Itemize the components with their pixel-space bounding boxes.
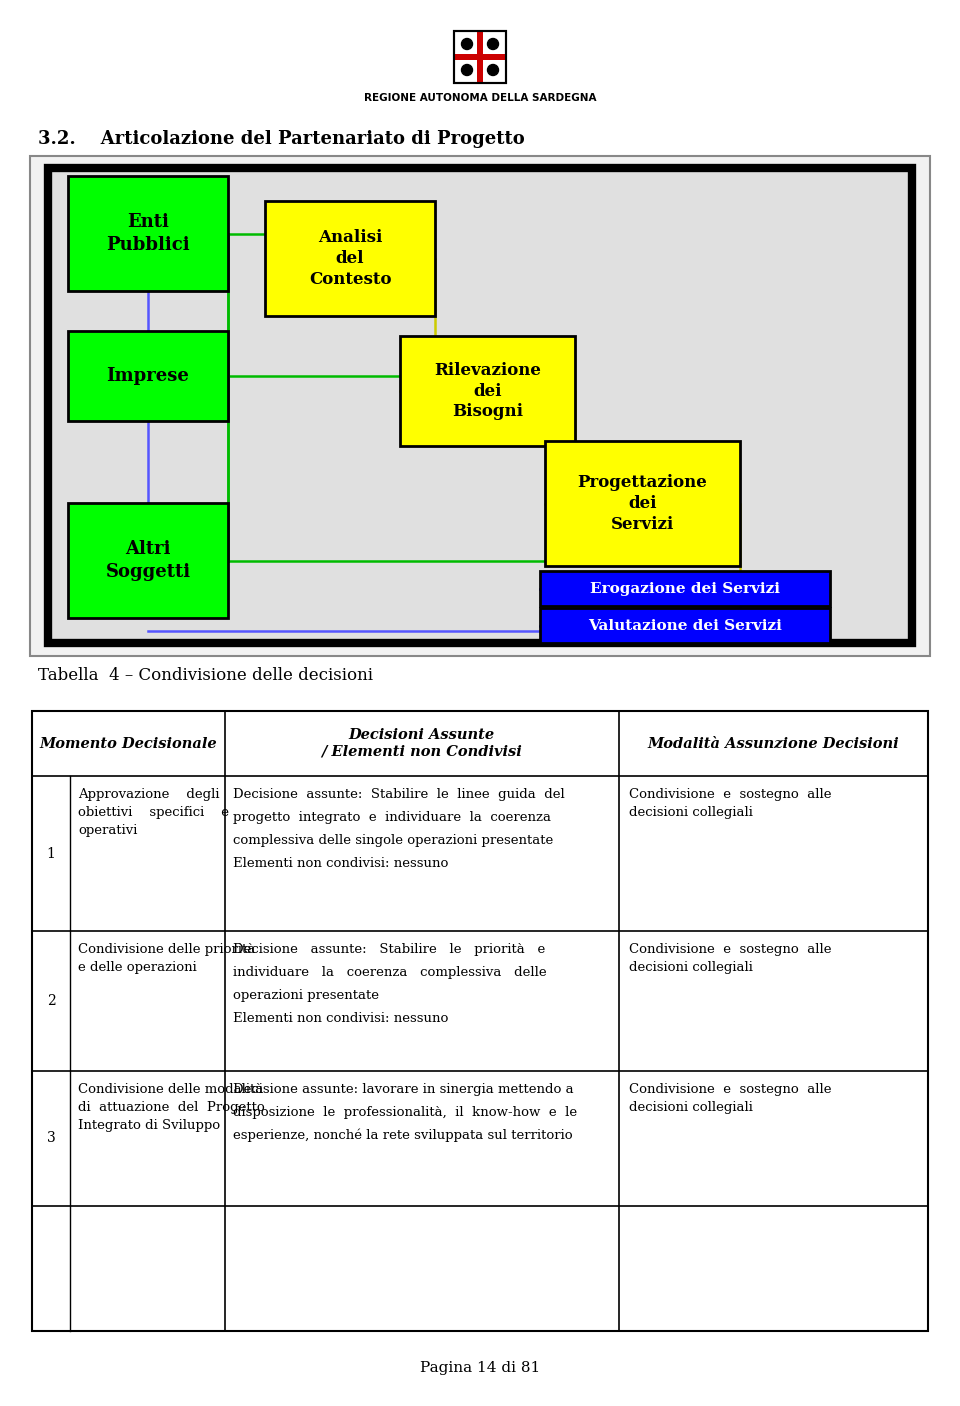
Bar — [30, 156, 930, 657]
Text: Condivisione  e  sostegno  alle: Condivisione e sostegno alle — [629, 943, 831, 956]
Bar — [540, 607, 830, 643]
Text: Modalità Assunzione Decisioni: Modalità Assunzione Decisioni — [648, 737, 900, 751]
Text: Condivisione  e  sostegno  alle: Condivisione e sostegno alle — [629, 787, 831, 801]
Text: Altri
Soggetti: Altri Soggetti — [106, 540, 191, 581]
Text: disposizione  le  professionalità,  il  know-how  e  le: disposizione le professionalità, il know… — [232, 1107, 577, 1119]
Text: Condivisione delle priorità
e delle operazioni: Condivisione delle priorità e delle oper… — [78, 943, 255, 974]
Bar — [540, 571, 830, 606]
Text: Momento Decisionale: Momento Decisionale — [39, 737, 217, 751]
Text: complessiva delle singole operazioni presentate: complessiva delle singole operazioni pre… — [232, 834, 553, 846]
Text: REGIONE AUTONOMA DELLA SARDEGNA: REGIONE AUTONOMA DELLA SARDEGNA — [364, 93, 596, 103]
Text: 2: 2 — [47, 994, 56, 1008]
Text: Decisione  assunte:  Stabilire  le  linee  guida  del: Decisione assunte: Stabilire le linee gu… — [232, 787, 564, 801]
Text: Approvazione    degli
obiettivi    specifici    e
operativi: Approvazione degli obiettivi specifici e… — [78, 787, 229, 837]
Bar — [400, 336, 575, 446]
Text: Decisione   assunte:   Stabilire   le   priorità   e: Decisione assunte: Stabilire le priorità… — [232, 943, 545, 956]
Text: Enti
Pubblici: Enti Pubblici — [107, 214, 190, 253]
Text: 1: 1 — [47, 846, 56, 860]
Text: 3.2.    Articolazione del Partenariato di Progetto: 3.2. Articolazione del Partenariato di P… — [38, 129, 525, 148]
Bar — [545, 441, 740, 567]
Text: Progettazione
dei
Servizi: Progettazione dei Servizi — [578, 474, 708, 533]
Bar — [454, 31, 506, 83]
Text: Condivisione delle modalità
di  attuazione  del  Progetto
Integrato di Sviluppo: Condivisione delle modalità di attuazion… — [78, 1083, 265, 1132]
Text: decisioni collegiali: decisioni collegiali — [629, 960, 753, 974]
Bar — [265, 201, 435, 316]
Bar — [454, 53, 506, 60]
Text: Condivisione  e  sostegno  alle: Condivisione e sostegno alle — [629, 1083, 831, 1097]
Text: individuare   la   coerenza   complessiva   delle: individuare la coerenza complessiva dell… — [232, 966, 546, 979]
Circle shape — [462, 65, 472, 76]
Text: Analisi
del
Contesto: Analisi del Contesto — [309, 229, 392, 288]
Circle shape — [488, 38, 498, 49]
Text: Rilevazione
dei
Bisogni: Rilevazione dei Bisogni — [434, 361, 540, 420]
Bar — [68, 330, 228, 420]
Bar — [48, 167, 912, 643]
Text: Valutazione dei Servizi: Valutazione dei Servizi — [588, 619, 782, 633]
Circle shape — [462, 38, 472, 49]
Text: Tabella  4 – Condivisione delle decisioni: Tabella 4 – Condivisione delle decisioni — [38, 668, 373, 685]
Bar — [68, 503, 228, 619]
Text: Pagina 14 di 81: Pagina 14 di 81 — [420, 1361, 540, 1375]
Text: 3: 3 — [47, 1132, 56, 1146]
Text: esperienze, nonché la rete sviluppata sul territorio: esperienze, nonché la rete sviluppata su… — [232, 1129, 572, 1143]
Bar — [454, 31, 506, 83]
Text: Erogazione dei Servizi: Erogazione dei Servizi — [590, 582, 780, 596]
Bar — [32, 711, 928, 1331]
Text: Decisione assunte: lavorare in sinergia mettendo a: Decisione assunte: lavorare in sinergia … — [232, 1083, 573, 1097]
Bar — [477, 31, 483, 83]
Text: decisioni collegiali: decisioni collegiali — [629, 1101, 753, 1114]
Text: operazioni presentate: operazioni presentate — [232, 988, 378, 1002]
Text: decisioni collegiali: decisioni collegiali — [629, 806, 753, 820]
Text: Decisioni Assunte
/ Elementi non Condivisi: Decisioni Assunte / Elementi non Condivi… — [322, 728, 522, 759]
Text: Imprese: Imprese — [107, 367, 189, 385]
Text: Elementi non condivisi: nessuno: Elementi non condivisi: nessuno — [232, 858, 448, 870]
Circle shape — [488, 65, 498, 76]
Text: Elementi non condivisi: nessuno: Elementi non condivisi: nessuno — [232, 1012, 448, 1025]
Text: progetto  integrato  e  individuare  la  coerenza: progetto integrato e individuare la coer… — [232, 811, 551, 824]
Bar — [68, 176, 228, 291]
